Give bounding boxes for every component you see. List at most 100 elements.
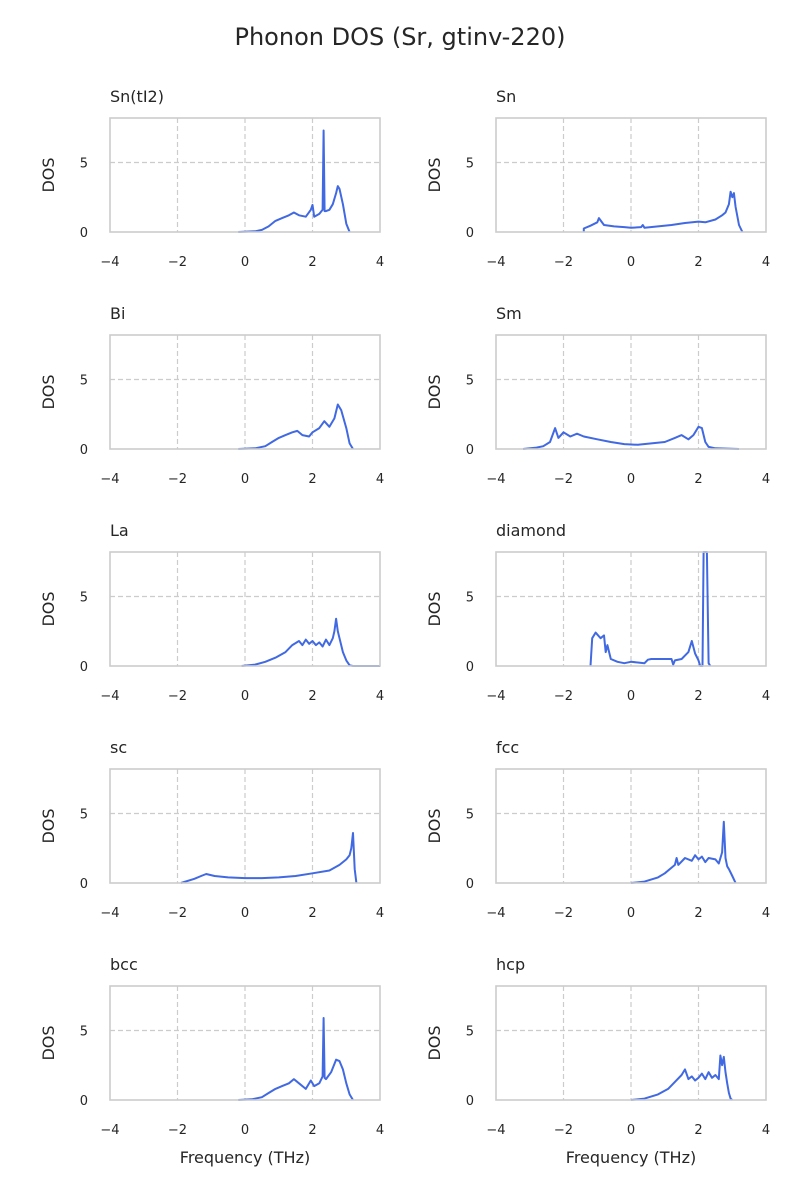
y-tick-label: 0	[80, 1094, 88, 1109]
x-tick-label: 0	[627, 255, 635, 270]
x-tick-label: 4	[376, 906, 384, 921]
panels: Sn(tI2) −4 −2 0 2 4 0 5 DOS Sn −4 −2 0 2 4 0 5 DOS Bi −4 −2 0…	[39, 87, 770, 1167]
panel-9: hcp −4 −2 0 2 4 0 5 DOS Frequency (THz)	[425, 955, 770, 1167]
series-line	[238, 1017, 354, 1101]
y-axis-label: DOS	[425, 157, 444, 192]
panel-7: fcc −4 −2 0 2 4 0 5 DOS	[425, 738, 770, 921]
x-tick-label: 2	[694, 906, 702, 921]
x-tick-label: 2	[308, 906, 316, 921]
x-tick-label: −4	[100, 255, 119, 270]
x-tick-label: 0	[627, 472, 635, 487]
series-line	[630, 1054, 733, 1101]
x-tick-label: 2	[694, 1123, 702, 1138]
x-tick-label: −4	[100, 1123, 119, 1138]
x-tick-label: 2	[694, 255, 702, 270]
panel-title: sc	[110, 738, 127, 757]
x-tick-label: 4	[762, 255, 770, 270]
x-tick-label: 0	[627, 1123, 635, 1138]
series-line	[180, 832, 358, 884]
y-axis-label: DOS	[39, 591, 58, 626]
y-axis-label: DOS	[425, 374, 444, 409]
x-axis-label: Frequency (THz)	[180, 1148, 310, 1167]
x-tick-label: −4	[100, 689, 119, 704]
x-tick-label: 4	[762, 472, 770, 487]
x-tick-label: 2	[694, 472, 702, 487]
x-tick-label: −2	[554, 472, 573, 487]
panel-title: bcc	[110, 955, 138, 974]
plot-frame	[109, 334, 381, 450]
x-tick-label: −4	[486, 906, 505, 921]
y-tick-label: 0	[466, 660, 474, 675]
plot-frame	[495, 117, 767, 233]
y-tick-label: 0	[466, 226, 474, 241]
x-tick-label: −4	[486, 689, 505, 704]
y-axis-label: DOS	[425, 1025, 444, 1060]
panel-8: bcc −4 −2 0 2 4 0 5 DOS Frequency (THz)	[39, 955, 384, 1167]
series-line	[241, 617, 380, 667]
y-tick-label: 0	[80, 226, 88, 241]
panel-title: Sm	[496, 304, 522, 323]
y-tick-label: 0	[466, 443, 474, 458]
x-tick-label: 0	[241, 1123, 249, 1138]
panel-2: Bi −4 −2 0 2 4 0 5 DOS	[39, 304, 384, 487]
x-tick-label: −2	[168, 472, 187, 487]
series-line	[238, 129, 351, 233]
plot-frame	[495, 985, 767, 1101]
plot-frame	[109, 117, 381, 233]
x-tick-label: −2	[168, 689, 187, 704]
panel-title: hcp	[496, 955, 525, 974]
panel-title: diamond	[496, 521, 566, 540]
y-axis-label: DOS	[425, 591, 444, 626]
x-tick-label: 4	[376, 472, 384, 487]
y-tick-label: 5	[80, 590, 88, 605]
y-tick-label: 5	[466, 590, 474, 605]
x-tick-label: 0	[241, 906, 249, 921]
y-axis-label: DOS	[39, 374, 58, 409]
x-tick-label: 4	[762, 1123, 770, 1138]
x-tick-label: 4	[762, 689, 770, 704]
y-tick-label: 5	[80, 156, 88, 171]
y-tick-label: 5	[466, 156, 474, 171]
series-line	[589, 551, 712, 667]
x-tick-label: −4	[100, 906, 119, 921]
series-line	[238, 403, 354, 450]
x-tick-label: 0	[241, 689, 249, 704]
panel-title: Sn(tI2)	[110, 87, 164, 106]
plot-frame	[109, 985, 381, 1101]
x-tick-label: −4	[100, 472, 119, 487]
x-tick-label: 0	[627, 906, 635, 921]
y-tick-label: 5	[466, 1024, 474, 1039]
panel-3: Sm −4 −2 0 2 4 0 5 DOS	[425, 304, 770, 487]
panel-5: diamond −4 −2 0 2 4 0 5 DOS	[425, 521, 770, 704]
x-tick-label: −2	[554, 906, 573, 921]
x-axis-label: Frequency (THz)	[566, 1148, 696, 1167]
y-tick-label: 5	[466, 373, 474, 388]
y-tick-label: 0	[80, 877, 88, 892]
panel-title: Bi	[110, 304, 125, 323]
y-axis-label: DOS	[39, 1025, 58, 1060]
x-tick-label: 2	[308, 255, 316, 270]
y-tick-label: 0	[80, 443, 88, 458]
y-tick-label: 0	[466, 877, 474, 892]
x-tick-label: 4	[376, 255, 384, 270]
x-tick-label: 4	[762, 906, 770, 921]
series-line	[522, 425, 740, 450]
panel-0: Sn(tI2) −4 −2 0 2 4 0 5 DOS	[39, 87, 384, 270]
x-tick-label: −2	[554, 255, 573, 270]
y-axis-label: DOS	[425, 808, 444, 843]
y-tick-label: 5	[80, 373, 88, 388]
panel-title: La	[110, 521, 129, 540]
panel-6: sc −4 −2 0 2 4 0 5 DOS	[39, 738, 384, 921]
plot-frame	[495, 334, 767, 450]
series-line	[582, 190, 744, 233]
y-axis-label: DOS	[39, 157, 58, 192]
plot-frame	[495, 551, 767, 667]
x-tick-label: 0	[241, 255, 249, 270]
x-tick-label: −2	[168, 255, 187, 270]
x-tick-label: −4	[486, 255, 505, 270]
y-tick-label: 0	[80, 660, 88, 675]
plot-frame	[109, 768, 381, 884]
x-tick-label: 4	[376, 689, 384, 704]
y-tick-label: 5	[80, 807, 88, 822]
panel-title: fcc	[496, 738, 519, 757]
